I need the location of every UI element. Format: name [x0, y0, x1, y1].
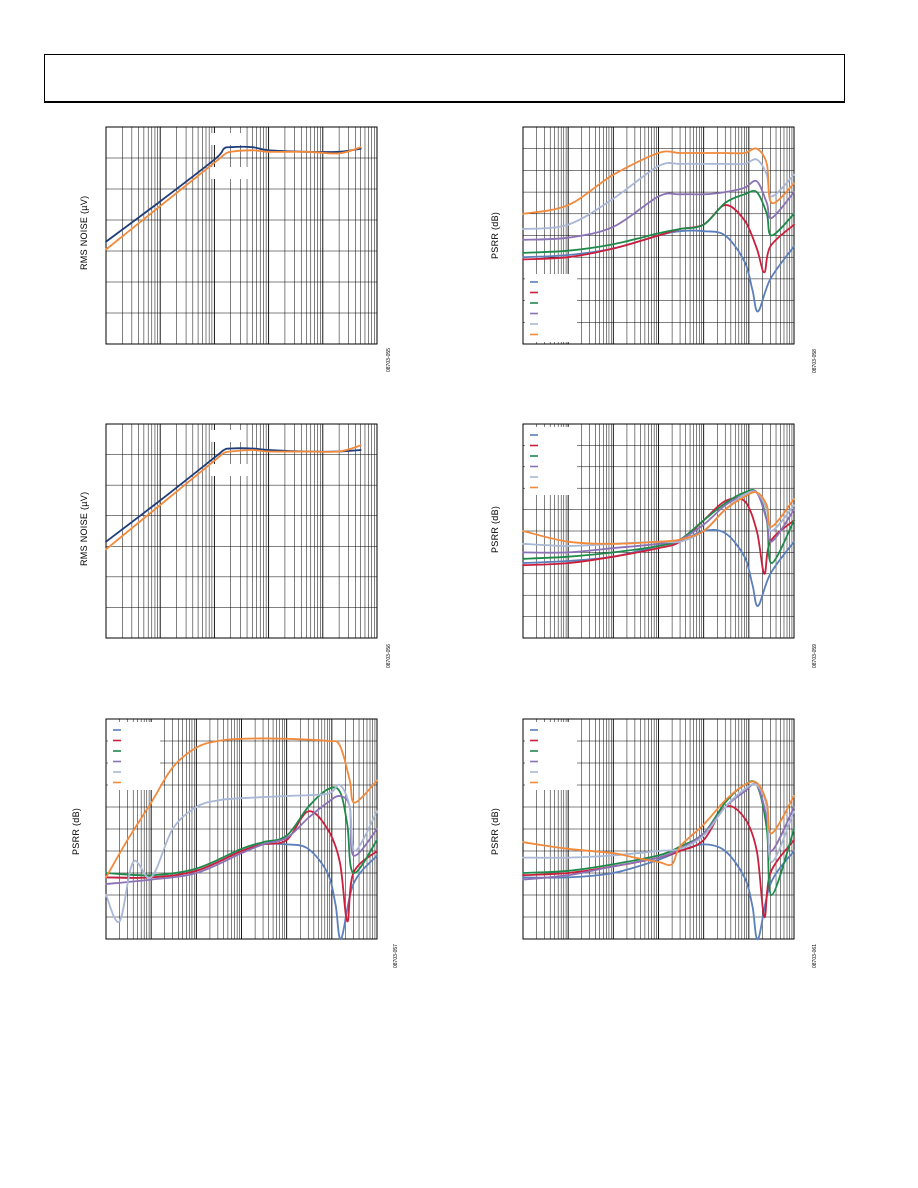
y-axis-label: PSRR (dB): [490, 211, 500, 259]
chart-panel-5: [522, 423, 795, 639]
plot-area: [522, 423, 795, 639]
series-line-2: [105, 444, 362, 551]
legend: [525, 427, 577, 495]
legend-background: [525, 274, 577, 342]
series-line-6: [522, 491, 795, 545]
chart-panel-4: [522, 126, 795, 345]
chart-panel-2: [105, 423, 378, 639]
plot-frame: [105, 126, 378, 345]
legend-background: [525, 722, 577, 790]
annotation-box: [210, 133, 248, 179]
figure-id-label: 08703-058: [812, 349, 818, 373]
figure-id-label: 08703-061: [812, 944, 818, 968]
series-group: [522, 489, 795, 607]
y-axis-label: PSRR (dB): [71, 807, 81, 855]
series-line-2: [105, 810, 378, 923]
plot-frame: [105, 423, 378, 639]
series-line-6: [522, 780, 795, 867]
legend: [108, 722, 160, 790]
chart-panel-6: [522, 718, 795, 940]
series-line-4: [522, 489, 795, 554]
y-axis-label: RMS NOISE (µV): [79, 195, 89, 270]
grid: [106, 424, 377, 638]
chart-panel-3: [105, 718, 378, 940]
series-line-5: [105, 783, 378, 923]
legend-background: [108, 722, 160, 790]
y-axis-label: PSRR (dB): [490, 505, 500, 553]
plot-area: [522, 126, 795, 345]
page-header-box: [44, 54, 845, 103]
series-line-2: [522, 497, 795, 575]
legend: [525, 274, 577, 342]
chart-panel-1: [105, 126, 378, 345]
figure-id-label: 08703-057: [393, 944, 399, 968]
figure-id-label: 08703-056: [386, 644, 392, 668]
series-line-4: [522, 179, 795, 241]
plot-area: [105, 423, 378, 639]
series-line-6: [105, 737, 378, 879]
figure-id-label: 08703-059: [812, 644, 818, 668]
figure-id-label: 08703-055: [386, 348, 392, 372]
y-axis-label: RMS NOISE (µV): [79, 491, 89, 566]
series-group: [105, 737, 378, 940]
legend-background: [525, 427, 577, 495]
series-group: [105, 444, 362, 551]
series-line-1: [522, 843, 795, 940]
plot-area: [105, 718, 378, 940]
legend: [525, 722, 577, 790]
grid: [523, 424, 794, 638]
series-line-3: [105, 786, 378, 877]
series-line-2: [105, 146, 362, 251]
y-axis-label: PSRR (dB): [490, 807, 500, 855]
grid: [106, 127, 377, 344]
series-group: [105, 145, 362, 251]
annotation-box: [210, 430, 248, 476]
series-line-6: [522, 147, 795, 215]
plot-area: [522, 718, 795, 940]
series-group: [522, 147, 795, 313]
plot-area: [105, 126, 378, 345]
grid: [523, 719, 794, 939]
series-group: [522, 780, 795, 940]
series-line-3: [522, 189, 795, 254]
grid: [106, 719, 377, 939]
plot-frame: [522, 126, 795, 345]
